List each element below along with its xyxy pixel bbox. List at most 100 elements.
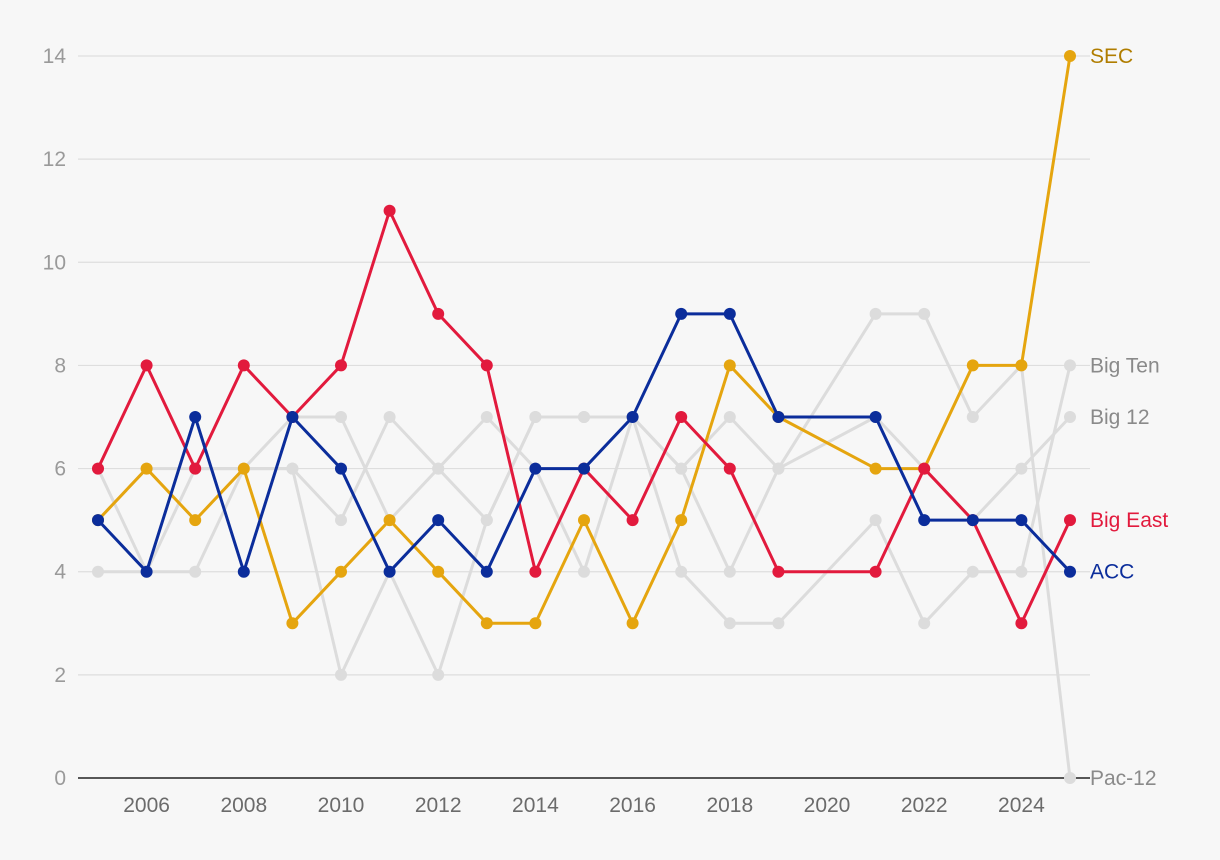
- data-point-pac-12: [675, 462, 688, 475]
- y-tick-label: 10: [43, 251, 66, 274]
- data-point-sec: [626, 617, 639, 630]
- data-point-big-ten: [1015, 565, 1028, 578]
- series-label-pac-12: Pac-12: [1090, 767, 1157, 790]
- data-point-acc: [92, 514, 104, 527]
- data-point-acc: [1015, 514, 1028, 527]
- x-tick-label: 2016: [609, 794, 656, 817]
- data-point-big-ten: [675, 565, 688, 578]
- data-point-big-east: [1064, 514, 1076, 527]
- data-point-big-12: [1064, 411, 1076, 423]
- data-point-acc: [480, 565, 493, 578]
- data-point-big-east: [869, 565, 882, 578]
- data-point-big-12: [723, 411, 736, 423]
- data-point-big-east: [335, 359, 347, 372]
- data-point-pac-12: [432, 462, 445, 475]
- data-point-acc: [237, 565, 250, 578]
- data-point-pac-12: [869, 307, 882, 320]
- data-point-acc: [723, 307, 736, 320]
- data-point-big-east: [480, 359, 493, 372]
- series-label-big-12: Big 12: [1090, 406, 1150, 429]
- series-sec: [92, 50, 1076, 630]
- data-point-sec: [335, 565, 347, 578]
- data-point-acc: [966, 514, 979, 527]
- series-label-big-ten: Big Ten: [1090, 354, 1160, 377]
- data-point-pac-12: [529, 411, 542, 423]
- data-point-acc: [869, 411, 882, 423]
- data-point-big-ten: [772, 617, 785, 630]
- y-axis-ticks: 0 2 4 6 8 10 12 14: [43, 45, 67, 790]
- data-point-big-ten: [189, 565, 202, 578]
- data-point-big-east: [723, 462, 736, 475]
- data-point-pac-12: [480, 514, 493, 527]
- data-point-sec: [286, 617, 299, 630]
- data-point-sec: [578, 514, 590, 527]
- series-label-big-east: Big East: [1090, 509, 1168, 532]
- x-tick-label: 2008: [220, 794, 267, 817]
- data-point-big-east: [675, 411, 688, 423]
- data-point-acc: [675, 307, 688, 320]
- y-tick-label: 0: [54, 767, 66, 790]
- data-point-big-ten: [1064, 359, 1076, 372]
- series-label-acc: ACC: [1090, 561, 1134, 584]
- data-point-sec: [189, 514, 202, 527]
- data-point-acc: [140, 565, 153, 578]
- data-point-pac-12: [723, 565, 736, 578]
- data-point-big-ten: [966, 565, 979, 578]
- data-point-sec: [529, 617, 542, 630]
- data-point-acc: [626, 411, 639, 423]
- data-point-acc: [578, 462, 590, 475]
- series-big-12: [92, 411, 1076, 578]
- series-big-east: [92, 204, 1076, 630]
- y-tick-label: 6: [54, 458, 66, 481]
- x-tick-label: 2014: [512, 794, 559, 817]
- data-point-pac-12: [335, 411, 347, 423]
- data-point-sec: [383, 514, 396, 527]
- data-point-sec: [675, 514, 688, 527]
- series-acc: [92, 307, 1076, 578]
- data-point-big-east: [92, 462, 104, 475]
- data-point-acc: [918, 514, 931, 527]
- data-point-big-12: [335, 514, 347, 527]
- data-point-acc: [335, 462, 347, 475]
- data-point-acc: [772, 411, 785, 423]
- x-tick-label: 2024: [998, 794, 1045, 817]
- data-point-acc: [1064, 565, 1076, 578]
- y-tick-label: 4: [54, 561, 66, 584]
- series-line-pac-12: [96, 312, 1072, 779]
- data-point-pac-12: [772, 462, 785, 475]
- series-line-sec: [96, 55, 1072, 625]
- x-tick-label: 2022: [901, 794, 948, 817]
- x-tick-label: 2012: [415, 794, 462, 817]
- data-point-big-east: [1015, 617, 1028, 630]
- y-tick-label: 12: [43, 148, 66, 171]
- y-tick-label: 2: [54, 664, 66, 687]
- data-point-big-ten: [918, 617, 931, 630]
- x-tick-label: 2020: [804, 794, 851, 817]
- data-point-big-ten: [869, 514, 882, 527]
- data-point-sec: [1015, 359, 1028, 372]
- data-point-acc: [286, 411, 299, 423]
- series-pac-12: [92, 307, 1076, 784]
- data-point-big-ten: [335, 668, 347, 681]
- data-point-pac-12: [1064, 772, 1076, 784]
- data-point-big-east: [432, 307, 445, 320]
- data-point-sec: [1064, 50, 1076, 62]
- data-point-acc: [432, 514, 445, 527]
- series-label-sec: SEC: [1090, 45, 1133, 68]
- data-point-pac-12: [918, 307, 931, 320]
- data-point-big-ten: [432, 668, 445, 681]
- series-group: [92, 50, 1076, 784]
- x-tick-label: 2018: [706, 794, 753, 817]
- data-point-big-12: [578, 565, 590, 578]
- data-point-big-east: [189, 462, 202, 475]
- data-point-sec: [237, 462, 250, 475]
- data-point-big-east: [626, 514, 639, 527]
- series-line-acc: [96, 312, 1072, 574]
- data-point-big-east: [383, 204, 396, 217]
- x-axis-ticks: 2006 2008 2010 2012 2014 2016 2018 2020 2022 2024: [123, 794, 1045, 817]
- gridlines: [78, 55, 1090, 676]
- data-point-acc: [189, 411, 202, 423]
- series-line-big-east: [96, 209, 1072, 625]
- data-point-big-12: [383, 411, 396, 423]
- data-point-sec: [480, 617, 493, 630]
